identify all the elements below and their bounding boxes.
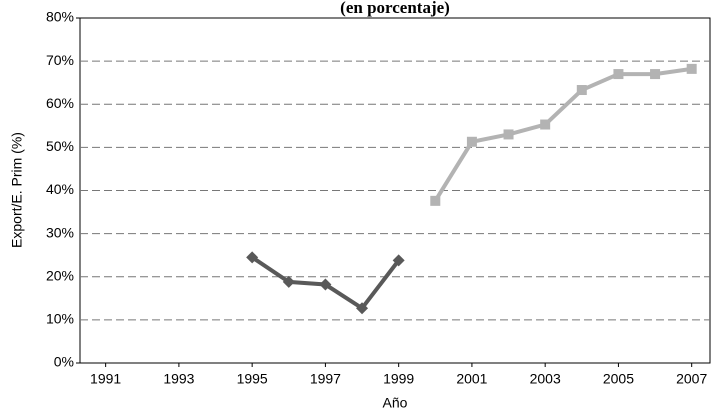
point [466, 136, 477, 147]
y-tick-label: 30% [46, 224, 74, 240]
x-tick-label: 1995 [237, 371, 268, 387]
x-tick-label: 1997 [310, 371, 341, 387]
y-tick-label: 20% [46, 267, 74, 283]
y-tick-label: 0% [54, 354, 74, 370]
point [650, 69, 661, 80]
point [613, 69, 624, 80]
point [686, 63, 697, 74]
x-tick-label: 1991 [90, 371, 121, 387]
point [282, 275, 295, 288]
point [319, 278, 332, 291]
y-tick-label: 80% [46, 9, 74, 25]
point [392, 254, 405, 267]
y-axis-label: Export/E. Prim (%) [9, 132, 25, 248]
point [430, 195, 441, 206]
x-tick-label: 1993 [163, 371, 194, 387]
series-line [433, 66, 692, 202]
y-tick-label: 40% [46, 181, 74, 197]
point [540, 119, 551, 130]
y-tick-label: 10% [46, 311, 74, 327]
y-tick-label: 50% [46, 138, 74, 154]
point [356, 302, 369, 315]
x-tick-label: 2001 [456, 371, 487, 387]
y-tick-label: 70% [46, 52, 74, 68]
x-tick-label: 2005 [603, 371, 634, 387]
point [503, 129, 514, 140]
x-tick-label: 2003 [530, 371, 561, 387]
y-tick-label: 60% [46, 95, 74, 111]
point [576, 85, 587, 96]
x-tick-label: 2007 [676, 371, 707, 387]
x-tick-label: 1999 [383, 371, 414, 387]
chart-title: (en porcentaje) [340, 0, 450, 17]
x-axis-label: Año [383, 395, 408, 411]
point [246, 251, 259, 264]
